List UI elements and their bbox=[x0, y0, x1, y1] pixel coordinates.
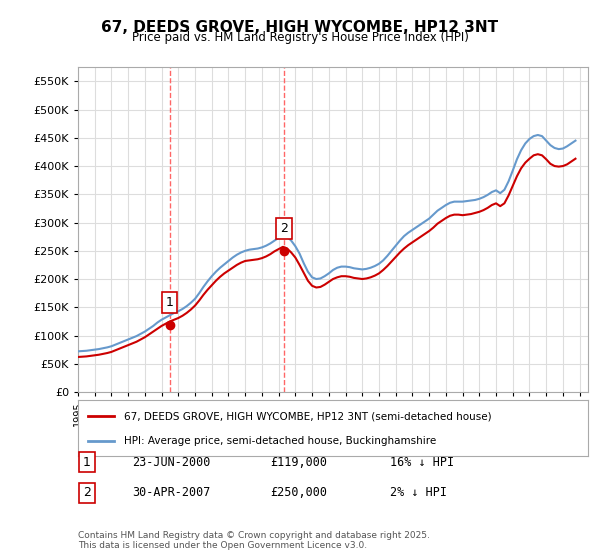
Text: Contains HM Land Registry data © Crown copyright and database right 2025.
This d: Contains HM Land Registry data © Crown c… bbox=[78, 530, 430, 550]
Text: 16% ↓ HPI: 16% ↓ HPI bbox=[390, 455, 454, 469]
Text: HPI: Average price, semi-detached house, Buckinghamshire: HPI: Average price, semi-detached house,… bbox=[124, 436, 436, 446]
Text: 30-APR-2007: 30-APR-2007 bbox=[132, 486, 211, 500]
Text: 1: 1 bbox=[83, 455, 91, 469]
Text: 2% ↓ HPI: 2% ↓ HPI bbox=[390, 486, 447, 500]
Text: £250,000: £250,000 bbox=[270, 486, 327, 500]
Text: 67, DEEDS GROVE, HIGH WYCOMBE, HP12 3NT: 67, DEEDS GROVE, HIGH WYCOMBE, HP12 3NT bbox=[101, 20, 499, 35]
Text: 67, DEEDS GROVE, HIGH WYCOMBE, HP12 3NT (semi-detached house): 67, DEEDS GROVE, HIGH WYCOMBE, HP12 3NT … bbox=[124, 411, 491, 421]
Text: 2: 2 bbox=[83, 486, 91, 500]
Text: 2: 2 bbox=[280, 222, 288, 235]
Text: 23-JUN-2000: 23-JUN-2000 bbox=[132, 455, 211, 469]
Text: £119,000: £119,000 bbox=[270, 455, 327, 469]
Text: Price paid vs. HM Land Registry's House Price Index (HPI): Price paid vs. HM Land Registry's House … bbox=[131, 31, 469, 44]
Text: 1: 1 bbox=[166, 296, 173, 309]
